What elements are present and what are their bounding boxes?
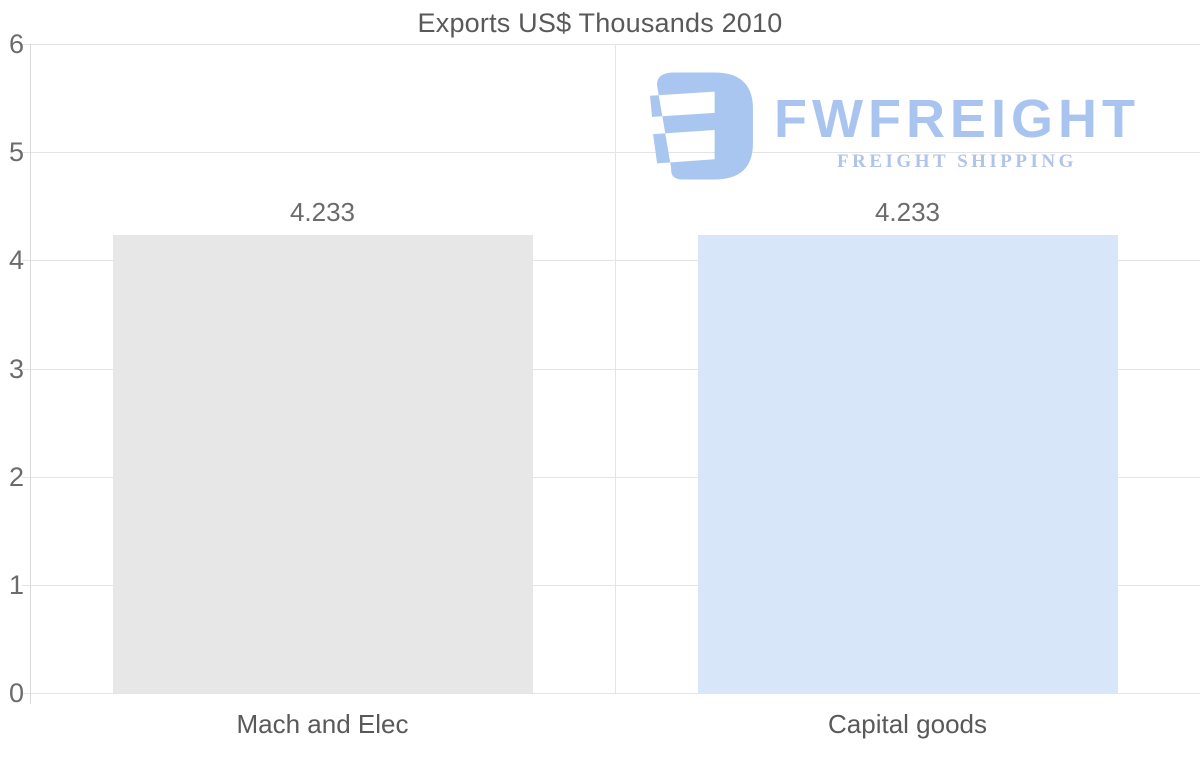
- y-axis-tick-label: 6: [8, 29, 24, 59]
- fwfreight-watermark: FWFREIGHT FREIGHT SHIPPING: [648, 70, 1140, 183]
- y-axis-tick-label: 5: [8, 137, 24, 168]
- gridline: [22, 584, 1200, 586]
- gridline: [22, 152, 1200, 154]
- y-axis-tick-label: 3: [8, 353, 24, 384]
- chart-title: Exports US$ Thousands 2010: [417, 8, 783, 38]
- gridline: [22, 476, 1200, 478]
- category-divider-line: [615, 44, 616, 693]
- y-axis-tick-label: 1: [8, 569, 24, 600]
- y-axis-tick-label: 2: [8, 461, 24, 492]
- gridline: [22, 693, 1200, 694]
- y-axis-line: [30, 44, 31, 704]
- bar-value-label: 4.233: [289, 197, 356, 228]
- brand-name: FWFREIGHT: [774, 89, 1140, 149]
- y-axis-tick-label: 0: [8, 678, 24, 708]
- x-axis-category-label: Capital goods: [828, 709, 987, 739]
- gridline: [22, 260, 1200, 262]
- fwfreight-logo-text: FWFREIGHT FREIGHT SHIPPING: [774, 70, 1140, 171]
- gridline: [22, 368, 1200, 370]
- bar-mach-and-elec: [112, 235, 533, 693]
- gridline: [22, 44, 1200, 45]
- bar-capital-goods: [697, 235, 1118, 693]
- x-axis-category-label: Mach and Elec: [236, 709, 409, 739]
- bar-value-label: 4.233: [874, 197, 941, 228]
- y-axis-tick-label: 4: [8, 245, 24, 276]
- fwfreight-logo-icon: [650, 72, 753, 180]
- brand-tagline: FREIGHT SHIPPING: [837, 151, 1077, 172]
